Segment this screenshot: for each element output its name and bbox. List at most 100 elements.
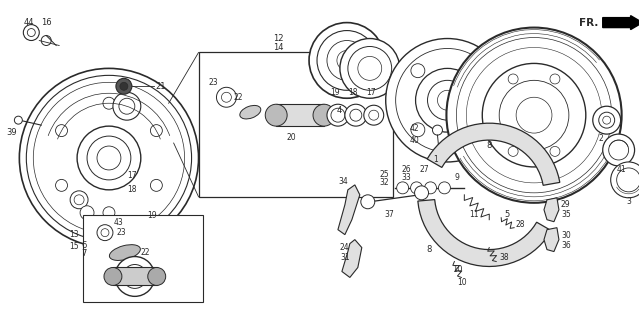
Circle shape: [14, 116, 22, 124]
Text: 33: 33: [402, 173, 412, 182]
Text: 34: 34: [338, 177, 348, 186]
Text: 30: 30: [561, 231, 571, 240]
Text: 32: 32: [380, 178, 389, 187]
Text: 20: 20: [286, 133, 296, 142]
Circle shape: [438, 182, 451, 194]
Circle shape: [516, 97, 552, 133]
Circle shape: [599, 112, 614, 128]
Circle shape: [103, 207, 115, 219]
Text: 21: 21: [156, 82, 166, 91]
Circle shape: [123, 264, 147, 288]
Circle shape: [350, 109, 362, 121]
Text: 23: 23: [117, 228, 127, 237]
Circle shape: [327, 41, 367, 80]
Circle shape: [396, 48, 499, 152]
Circle shape: [77, 126, 141, 190]
Text: 10: 10: [452, 265, 463, 274]
Circle shape: [411, 64, 425, 78]
Circle shape: [33, 82, 184, 234]
Circle shape: [483, 64, 586, 167]
Circle shape: [397, 182, 408, 194]
Circle shape: [508, 74, 518, 84]
Circle shape: [415, 186, 429, 200]
Circle shape: [361, 195, 375, 209]
Circle shape: [369, 110, 379, 120]
Text: 4: 4: [336, 106, 342, 115]
Text: 16: 16: [41, 18, 52, 27]
Circle shape: [609, 140, 628, 160]
Circle shape: [87, 136, 131, 180]
Circle shape: [150, 179, 163, 191]
Circle shape: [411, 123, 425, 137]
Circle shape: [433, 125, 442, 135]
Text: 19: 19: [330, 88, 340, 97]
Circle shape: [97, 225, 113, 241]
Circle shape: [603, 116, 611, 124]
Circle shape: [113, 92, 141, 120]
Text: 36: 36: [561, 241, 571, 250]
Circle shape: [116, 78, 132, 94]
Circle shape: [345, 104, 367, 126]
Circle shape: [550, 74, 560, 84]
Circle shape: [26, 75, 191, 241]
Circle shape: [428, 80, 467, 120]
Text: 39: 39: [6, 128, 17, 137]
Text: 8: 8: [486, 140, 492, 149]
Text: 35: 35: [561, 210, 571, 219]
Circle shape: [23, 24, 39, 41]
Ellipse shape: [109, 245, 140, 260]
Text: 18: 18: [348, 88, 357, 97]
Circle shape: [327, 104, 349, 126]
Circle shape: [593, 106, 621, 134]
Circle shape: [104, 268, 122, 286]
Polygon shape: [418, 200, 551, 267]
Circle shape: [386, 38, 509, 162]
Circle shape: [340, 38, 399, 98]
Circle shape: [411, 182, 422, 194]
Circle shape: [348, 46, 392, 90]
Circle shape: [115, 257, 155, 296]
Text: 3: 3: [627, 197, 632, 206]
Text: 22: 22: [234, 93, 243, 102]
Text: 19: 19: [147, 211, 156, 220]
Circle shape: [617, 168, 640, 192]
Text: 14: 14: [273, 43, 284, 52]
Circle shape: [97, 146, 121, 170]
Text: 28: 28: [515, 220, 525, 229]
Text: 10: 10: [458, 278, 467, 287]
Text: 12: 12: [273, 34, 284, 43]
Circle shape: [499, 80, 569, 150]
Circle shape: [41, 36, 51, 46]
Circle shape: [265, 104, 287, 126]
Circle shape: [337, 51, 357, 70]
Circle shape: [550, 146, 560, 156]
Circle shape: [424, 182, 436, 194]
Circle shape: [28, 29, 35, 37]
Circle shape: [221, 92, 232, 102]
Bar: [83, 215, 202, 302]
Text: 41: 41: [617, 166, 627, 175]
Text: 8: 8: [427, 245, 432, 254]
Text: 24: 24: [340, 243, 349, 252]
Text: 9: 9: [454, 173, 460, 182]
Text: 38: 38: [499, 253, 509, 262]
Polygon shape: [544, 198, 559, 222]
Circle shape: [470, 123, 484, 137]
Polygon shape: [427, 123, 560, 185]
Circle shape: [120, 82, 128, 90]
Text: FR.: FR.: [579, 18, 598, 28]
Ellipse shape: [240, 105, 261, 119]
Circle shape: [148, 268, 166, 286]
Circle shape: [467, 47, 602, 183]
Circle shape: [80, 206, 94, 220]
Circle shape: [508, 146, 518, 156]
Text: 11: 11: [469, 210, 479, 219]
Text: 29: 29: [561, 200, 570, 209]
Text: 2: 2: [599, 134, 604, 143]
Bar: [198, 52, 393, 197]
Text: 17: 17: [366, 88, 376, 97]
Circle shape: [470, 64, 484, 78]
Text: 42: 42: [410, 124, 419, 133]
Bar: [276, 104, 324, 126]
Circle shape: [456, 38, 612, 193]
